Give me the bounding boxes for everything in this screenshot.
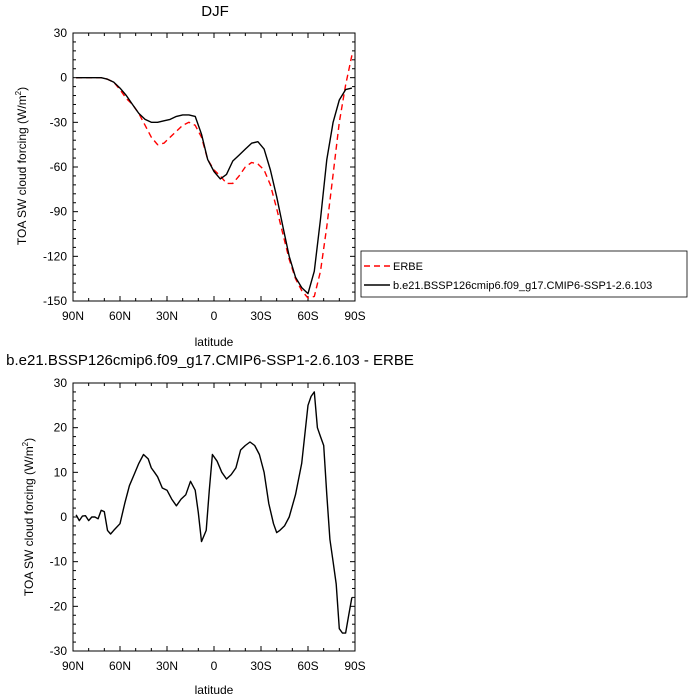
chart-2-ytick-label: -20 xyxy=(50,599,68,613)
chart-1-series-model-line xyxy=(76,76,353,295)
chart-1-legend-label-0: ERBE xyxy=(393,261,423,273)
chart-1-tick-labels: 90N 60N 30N 0 30S 60S 90S 30 0 -30 -60 -90 -120 -150 xyxy=(43,26,366,323)
chart-2-xtick-label: 60S xyxy=(297,659,318,673)
chart-1-series xyxy=(76,55,353,299)
chart-1-ylabel-suffix: ) xyxy=(15,87,29,91)
chart-1-ytick-label: -60 xyxy=(50,160,68,174)
chart-1-ylabel-main: TOA SW cloud forcing (W/m xyxy=(15,95,29,245)
chart-2-ticks xyxy=(72,382,356,652)
chart-2-title: b.e21.BSSP126cmip6.f09_g17.CMIP6-SSP1-2.… xyxy=(6,352,414,369)
chart-1-ylabel: TOA SW cloud forcing (W/m2) xyxy=(14,87,29,245)
chart-2-tick-labels: 90N 60N 30N 0 30S 60S 90S 30 20 10 0 -10 -20 -30 xyxy=(50,376,366,673)
chart-1-ytick-label: -30 xyxy=(50,115,68,129)
chart-1-xtick-label: 0 xyxy=(211,309,218,323)
chart-2-series xyxy=(75,391,353,634)
chart-1-title: DJF xyxy=(201,3,229,20)
chart-1-ytick-label: 30 xyxy=(54,26,68,40)
chart-1-xtick-label: 90S xyxy=(344,309,365,323)
chart-1-legend: ERBE b.e21.BSSP126cmip6.f09_g17.CMIP6-SS… xyxy=(360,250,688,298)
chart-2-xtick-label: 90S xyxy=(344,659,365,673)
chart-2-ytick-label: 10 xyxy=(54,465,68,479)
chart-2-series-difference-line xyxy=(75,391,353,634)
chart-1-series-erbe-line xyxy=(76,55,353,299)
chart-2-ytick-label: -30 xyxy=(50,644,68,658)
chart-2-ylabel-main: TOA SW cloud forcing (W/m xyxy=(22,446,36,596)
chart-2-ylabel: TOA SW cloud forcing (W/m2) xyxy=(21,438,36,596)
chart-2-xtick-label: 30S xyxy=(250,659,271,673)
chart-2-xtick-label: 90N xyxy=(62,659,84,673)
chart-2-xtick-label: 0 xyxy=(211,659,218,673)
chart-2-xtick-label: 30N xyxy=(156,659,178,673)
chart-2-ytick-label: -10 xyxy=(50,555,68,569)
chart-1-xlabel: latitude xyxy=(195,335,234,349)
chart-1: DJF 90N 60N 30N 0 30S 60S 90S 30 0 -30 -60 -90 -120 -… xyxy=(14,3,688,349)
chart-1-xtick-label: 30S xyxy=(250,309,271,323)
chart-2-ylabel-sup: 2 xyxy=(21,441,30,446)
chart-1-legend-box xyxy=(360,250,688,298)
chart-1-ytick-label: -120 xyxy=(43,249,67,263)
chart-2-ytick-label: 20 xyxy=(54,421,68,435)
chart-2-xtick-label: 60N xyxy=(109,659,131,673)
chart-2-ytick-label: 30 xyxy=(54,376,68,390)
chart-1-ylabel-sup: 2 xyxy=(14,90,23,95)
chart-1-ticks xyxy=(72,32,356,302)
chart-2-ylabel-suffix: ) xyxy=(22,438,36,442)
chart-1-legend-label-1: b.e21.BSSP126cmip6.f09_g17.CMIP6-SSP1-2.… xyxy=(393,280,652,292)
chart-2-plot-frame xyxy=(72,382,356,652)
chart-1-ytick-label: -90 xyxy=(50,205,68,219)
chart-1-ytick-label: -150 xyxy=(43,294,67,308)
chart-2: b.e21.BSSP126cmip6.f09_g17.CMIP6-SSP1-2.… xyxy=(6,352,414,697)
chart-1-xtick-label: 60S xyxy=(297,309,318,323)
chart-2-ytick-label: 0 xyxy=(60,510,67,524)
chart-1-xtick-label: 30N xyxy=(156,309,178,323)
chart-1-xtick-label: 60N xyxy=(109,309,131,323)
chart-2-xlabel: latitude xyxy=(195,683,234,697)
chart-1-ytick-label: 0 xyxy=(60,71,67,85)
chart-1-plot-frame xyxy=(72,32,356,302)
chart-1-xtick-label: 90N xyxy=(62,309,84,323)
